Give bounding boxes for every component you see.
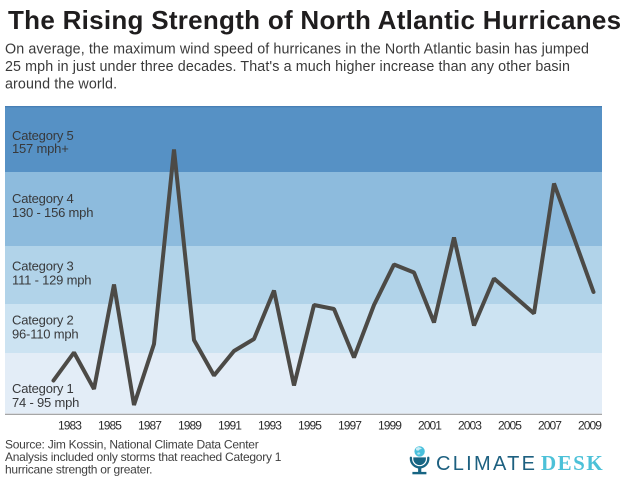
svg-text:74 - 95 mph: 74 - 95 mph — [12, 395, 79, 410]
svg-text:DESK: DESK — [541, 451, 604, 475]
svg-text:2009: 2009 — [578, 419, 602, 433]
svg-text:1993: 1993 — [258, 419, 282, 433]
svg-text:2001: 2001 — [418, 419, 442, 433]
svg-text:2003: 2003 — [458, 419, 482, 433]
svg-text:Category 2: Category 2 — [12, 313, 74, 328]
svg-text:1985: 1985 — [98, 419, 122, 433]
svg-text:96-110 mph: 96-110 mph — [12, 327, 78, 342]
svg-text:Category 4: Category 4 — [12, 191, 74, 206]
svg-text:around the world.: around the world. — [5, 77, 117, 93]
svg-text:1989: 1989 — [178, 419, 202, 433]
svg-text:On average, the maximum wind s: On average, the maximum wind speed of hu… — [5, 42, 589, 58]
svg-text:1997: 1997 — [338, 419, 362, 433]
svg-text:1995: 1995 — [298, 419, 322, 433]
svg-text:157 mph+: 157 mph+ — [12, 141, 69, 156]
svg-text:1999: 1999 — [378, 419, 402, 433]
svg-text:2005: 2005 — [498, 419, 522, 433]
svg-text:The Rising Strength of North A: The Rising Strength of North Atlantic Hu… — [8, 5, 621, 35]
svg-text:130 - 156 mph: 130 - 156 mph — [12, 205, 93, 220]
svg-text:1987: 1987 — [138, 419, 162, 433]
svg-text:111 - 129 mph: 111 - 129 mph — [12, 273, 91, 288]
svg-text:CLIMATE: CLIMATE — [436, 453, 537, 475]
svg-text:1991: 1991 — [218, 419, 242, 433]
svg-text:2007: 2007 — [538, 419, 562, 433]
svg-text:Category 3: Category 3 — [12, 259, 74, 274]
svg-text:Analysis included only storms: Analysis included only storms that reach… — [5, 450, 282, 464]
svg-text:Category 1: Category 1 — [12, 381, 74, 396]
svg-text:25 mph in just under three dec: 25 mph in just under three decades. That… — [5, 59, 570, 75]
svg-text:hurricane strength or greater.: hurricane strength or greater. — [5, 463, 152, 477]
svg-text:Source: Jim Kossin, National C: Source: Jim Kossin, National Climate Dat… — [5, 438, 259, 452]
svg-text:Category 5: Category 5 — [12, 128, 74, 143]
svg-text:1983: 1983 — [58, 419, 82, 433]
